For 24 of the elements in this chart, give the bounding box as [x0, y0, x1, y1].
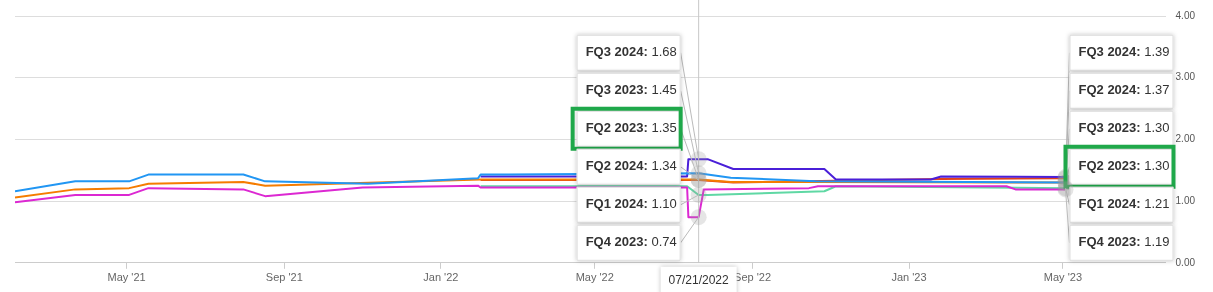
annotation: FQ4 2023: 1.19	[1078, 234, 1170, 250]
annotation: FQ2 2023: 1.35	[585, 120, 677, 136]
annotation: FQ1 2024: 1.21	[1078, 196, 1170, 212]
y-tick-label: 3.00	[1175, 71, 1196, 83]
ref-line-label: 07/21/2022	[668, 273, 730, 288]
x-tick-label: May '22	[575, 271, 614, 284]
annotation: FQ2 2024: 1.34	[585, 158, 677, 174]
annotation: FQ2 2024: 1.37	[1078, 82, 1170, 98]
y-tick-label: 0.00	[1175, 256, 1196, 268]
y-tick-label: 1.00	[1175, 194, 1196, 206]
x-tick-label: May '23	[1043, 271, 1083, 284]
annotation: FQ3 2024: 1.39	[1078, 44, 1170, 60]
annotation: FQ3 2023: 1.30	[1078, 120, 1170, 136]
annotation: FQ2 2023: 1.30	[1078, 158, 1170, 174]
x-tick-label: Jan '22	[423, 271, 459, 284]
annotation: FQ3 2024: 1.68	[585, 44, 677, 60]
x-tick-label: Sep '21	[265, 271, 303, 284]
y-tick-label: 2.00	[1175, 133, 1196, 145]
annotation: FQ1 2024: 1.10	[585, 196, 677, 212]
x-tick-label: May '21	[107, 271, 146, 284]
x-tick-label: Jan '23	[891, 271, 927, 284]
y-tick-label: 4.00	[1175, 9, 1196, 21]
annotation: FQ4 2023: 0.74	[585, 234, 677, 250]
annotation: FQ3 2023: 1.45	[585, 82, 677, 98]
